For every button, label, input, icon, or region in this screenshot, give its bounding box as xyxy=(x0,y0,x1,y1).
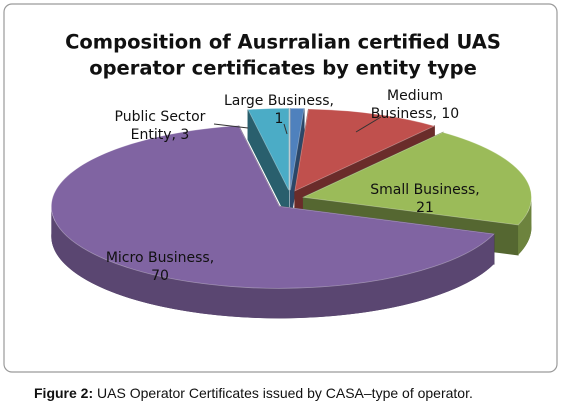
caption-label: Figure 2: xyxy=(34,385,93,401)
slice xyxy=(247,107,290,191)
leader-line xyxy=(355,116,382,133)
slice xyxy=(290,107,305,191)
data-label: 1 xyxy=(275,111,284,127)
data-label: Entity, 3 xyxy=(131,127,190,143)
caption: Figure 2: UAS Operator Certificates issu… xyxy=(34,385,473,401)
data-label: Micro Business, xyxy=(106,250,214,266)
leader-line xyxy=(283,123,288,135)
pie xyxy=(50,107,532,319)
data-label: 21 xyxy=(416,200,434,216)
data-label: 70 xyxy=(151,268,169,284)
slice-wall xyxy=(518,197,532,255)
chart-title: Composition of Ausrralian certified UAS xyxy=(65,31,501,54)
slice-wall xyxy=(51,206,494,319)
data-label: Public Sector xyxy=(115,109,206,125)
data-label: Medium xyxy=(387,88,443,104)
leader-lines xyxy=(213,116,382,135)
caption-text: UAS Operator Certificates issued by CASA… xyxy=(97,385,473,401)
slice xyxy=(294,108,436,192)
data-label: Business, 10 xyxy=(371,106,459,122)
chart-title: operator certificates by entity type xyxy=(89,57,477,80)
slice xyxy=(50,125,495,289)
data-label: Large Business, xyxy=(224,93,334,109)
slice xyxy=(302,131,532,226)
data-label: Small Business, xyxy=(370,182,480,198)
leader-line xyxy=(213,123,249,129)
